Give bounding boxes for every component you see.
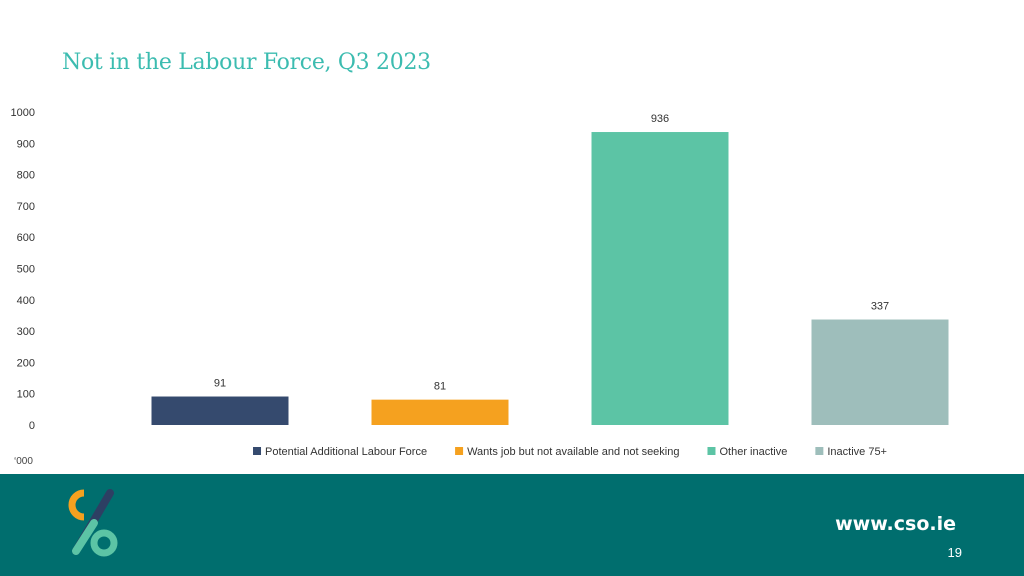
legend-label: Potential Additional Labour Force: [265, 446, 427, 458]
data-label: 91: [214, 378, 226, 390]
slide-title: Not in the Labour Force, Q3 2023: [62, 50, 431, 75]
y-tick-label: 200: [17, 357, 35, 369]
data-label: 81: [434, 381, 446, 393]
y-tick-label: 800: [17, 170, 35, 182]
bar: [151, 396, 289, 425]
y-tick-label: 600: [17, 232, 35, 244]
y-axis: 0 100 200 300 400 500 600 700 800 900 1000: [11, 107, 35, 432]
bar: [591, 132, 729, 426]
legend: Potential Additional Labour Force Wants j…: [253, 446, 887, 458]
website-url: www.cso.ie: [835, 513, 956, 535]
legend-label: Wants job but not available and not seek…: [467, 446, 679, 458]
bar-chart: 0 100 200 300 400 500 600 700 800 900 1000 91 81 936…: [11, 107, 949, 458]
y-tick-label: 0: [29, 420, 35, 432]
page-number: 19: [947, 545, 962, 560]
y-tick-label: 1000: [11, 107, 35, 119]
legend-swatch: [253, 447, 262, 455]
legend-label: Inactive 75+: [827, 446, 887, 458]
y-tick-label: 100: [17, 389, 35, 401]
y-tick-label: 400: [17, 295, 35, 307]
data-label: 337: [871, 301, 889, 313]
y-tick-label: 300: [17, 326, 35, 338]
data-label: 936: [651, 113, 669, 125]
bars: [151, 132, 949, 426]
data-labels: 91 81 936 337: [214, 113, 889, 393]
y-tick-label: 700: [17, 201, 35, 213]
legend-swatch: [455, 447, 464, 455]
legend-label: Other inactive: [719, 446, 787, 458]
legend-swatch: [707, 447, 716, 455]
legend-swatch: [815, 447, 824, 455]
footer-bar: www.cso.ie 19: [0, 474, 1024, 576]
y-tick-label: 500: [17, 264, 35, 276]
y-tick-label: 900: [17, 138, 35, 150]
bar: [811, 319, 949, 425]
bar: [371, 399, 509, 425]
cso-logo-icon: [68, 489, 118, 557]
y-axis-unit-label: ‘000: [14, 456, 33, 467]
